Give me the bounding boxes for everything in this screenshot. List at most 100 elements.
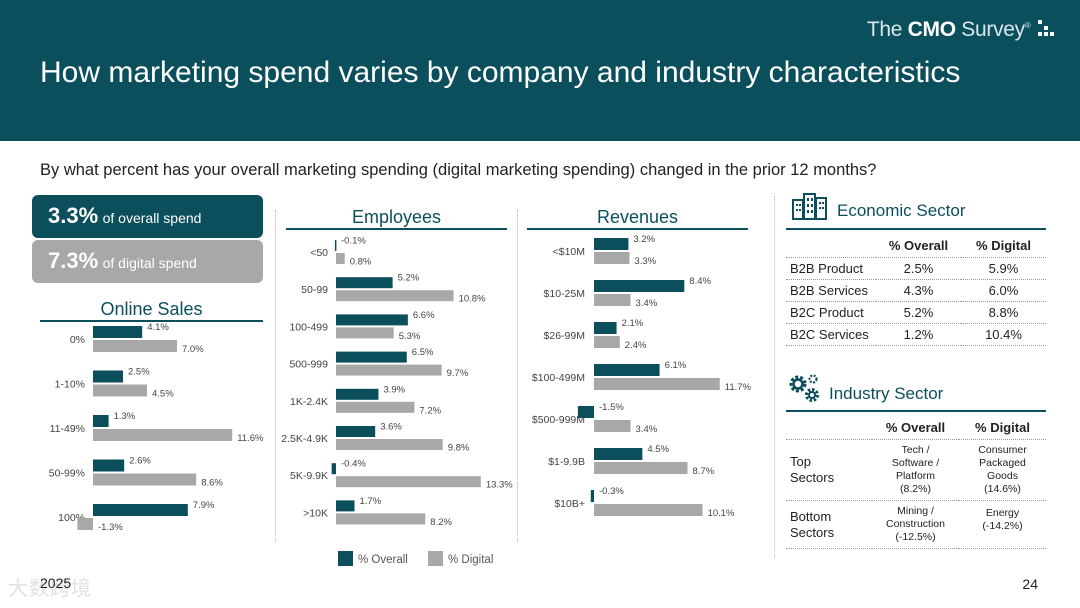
cell-line: Energy — [985, 507, 1020, 519]
category-label: >10K — [303, 507, 328, 519]
category-label: $26-99M — [544, 330, 585, 342]
category-label: $500-999M — [532, 414, 585, 426]
legend-overall-label: % Overall — [358, 554, 408, 566]
bar-digital — [77, 518, 93, 530]
row-label-line: Sectors — [790, 470, 835, 485]
legend-digital: % Digital — [428, 551, 493, 566]
data-label-digital: 10.8% — [459, 294, 486, 305]
data-label-overall: 6.1% — [665, 360, 687, 371]
row-digital: 6.0% — [961, 279, 1046, 302]
category-label: 100-499 — [289, 321, 328, 333]
bar-overall — [93, 504, 188, 516]
bar-overall — [594, 364, 660, 376]
table-header-digital: % Digital — [976, 238, 1031, 253]
bar-digital — [594, 462, 688, 474]
row-digital: 10.4% — [961, 323, 1046, 346]
bar-overall — [331, 463, 336, 475]
row-digital: 5.9% — [961, 257, 1046, 280]
bar-overall — [334, 240, 337, 251]
cell-line: (8.2%) — [900, 483, 931, 495]
row-digital: 8.8% — [961, 301, 1046, 324]
bar-overall — [93, 459, 125, 472]
employees-rule — [286, 228, 507, 230]
data-label-overall: 8.4% — [689, 276, 711, 287]
bar-digital — [336, 364, 442, 376]
bar-overall — [594, 238, 629, 250]
header-banner: The CMO Survey® How marketing spend vari… — [0, 0, 1080, 141]
category-label: 50-99 — [301, 284, 328, 296]
row-label: B2C Services — [786, 323, 876, 346]
kpi-overall-spend: 3.3% of overall spend — [32, 195, 263, 238]
data-label-digital: 10.1% — [708, 508, 735, 519]
row-overall: Mining / Construction (-12.5%) — [872, 500, 959, 549]
economic-sector-table: % Overall % Digital B2B Product 2.5% 5.9… — [786, 234, 1046, 346]
data-label-digital: 11.7% — [725, 382, 752, 393]
data-label-digital: 2.4% — [625, 340, 647, 351]
row-label-line: Bottom — [790, 508, 832, 524]
industry-sector-table: % Overall % Digital Top Sectors Tech / S… — [786, 416, 1046, 549]
row-label-line: Top — [790, 454, 811, 469]
legend-overall: % Overall — [338, 551, 408, 566]
bar-digital — [336, 476, 481, 488]
cell-line: Goods — [987, 470, 1018, 482]
bar-overall — [590, 490, 594, 502]
table-row: B2C Services 1.2% 10.4% — [786, 323, 1046, 346]
employees-title: Employees — [351, 207, 442, 227]
data-label-digital: 9.7% — [447, 368, 469, 379]
category-label: 1-10% — [55, 379, 85, 391]
data-label-overall: 2.1% — [622, 318, 644, 329]
category-label: 1K-2.4K — [290, 396, 328, 408]
bar-digital — [594, 420, 631, 432]
row-digital: Energy (-14.2%) — [959, 500, 1046, 549]
data-label-overall: 1.3% — [114, 411, 136, 422]
row-label: B2B Product — [786, 257, 876, 280]
bar-overall — [93, 370, 123, 383]
table-header-digital: % Digital — [975, 420, 1030, 435]
data-label-digital: 7.2% — [419, 405, 441, 416]
row-overall: Tech / Software / Platform (8.2%) — [872, 439, 959, 501]
data-label-digital: 3.4% — [636, 298, 658, 309]
data-label-digital: 13.3% — [486, 480, 513, 491]
data-label-overall: 3.6% — [380, 422, 402, 433]
revenues-rule — [527, 228, 748, 230]
category-label: 2.5K-4.9K — [281, 433, 328, 445]
category-label: <50 — [310, 247, 328, 259]
data-label-digital: 3.3% — [634, 256, 656, 267]
bar-digital — [594, 294, 631, 306]
bar-overall — [336, 500, 355, 512]
data-label-digital: 7.0% — [182, 344, 204, 355]
page-number: 24 — [1022, 576, 1038, 592]
separator — [774, 196, 775, 558]
data-label-overall: 7.9% — [193, 500, 215, 511]
table-header-blank — [786, 416, 872, 440]
footer-year: 2025 — [40, 575, 72, 591]
table-row: Bottom Sectors Mining / Construction (-1… — [786, 500, 1046, 549]
data-label-overall: 6.6% — [413, 310, 435, 321]
data-label-overall: 3.2% — [633, 234, 655, 245]
row-label: Top Sectors — [786, 439, 872, 501]
bar-overall — [336, 314, 408, 326]
revenues-title: Revenues — [596, 207, 679, 227]
data-label-overall: 1.7% — [360, 496, 382, 507]
data-label-overall: 4.1% — [147, 322, 169, 333]
table-header-blank — [786, 234, 876, 258]
category-label: $1-9.9B — [548, 456, 585, 468]
category-label: <$10M — [553, 246, 585, 258]
row-digital: Consumer Packaged Goods (14.6%) — [959, 439, 1046, 501]
row-overall: 5.2% — [876, 301, 961, 324]
category-label: $10-25M — [544, 288, 585, 300]
data-label-overall: -1.5% — [599, 402, 624, 413]
cmo-survey-logo: The CMO Survey® — [867, 18, 1054, 42]
online-sales-title: Online Sales — [100, 299, 203, 319]
cell-line: (-12.5%) — [895, 531, 936, 543]
logo-mark: ® — [1024, 21, 1031, 30]
row-overall: 4.3% — [876, 279, 961, 302]
separator — [517, 210, 518, 542]
bar-digital — [594, 252, 630, 264]
bar-digital — [594, 504, 703, 516]
category-label: $100-499M — [532, 372, 585, 384]
cell-line: (-14.2%) — [982, 520, 1023, 532]
data-label-digital: 8.2% — [430, 517, 452, 528]
bar-digital — [93, 473, 197, 486]
data-label-overall: 2.6% — [129, 456, 151, 467]
